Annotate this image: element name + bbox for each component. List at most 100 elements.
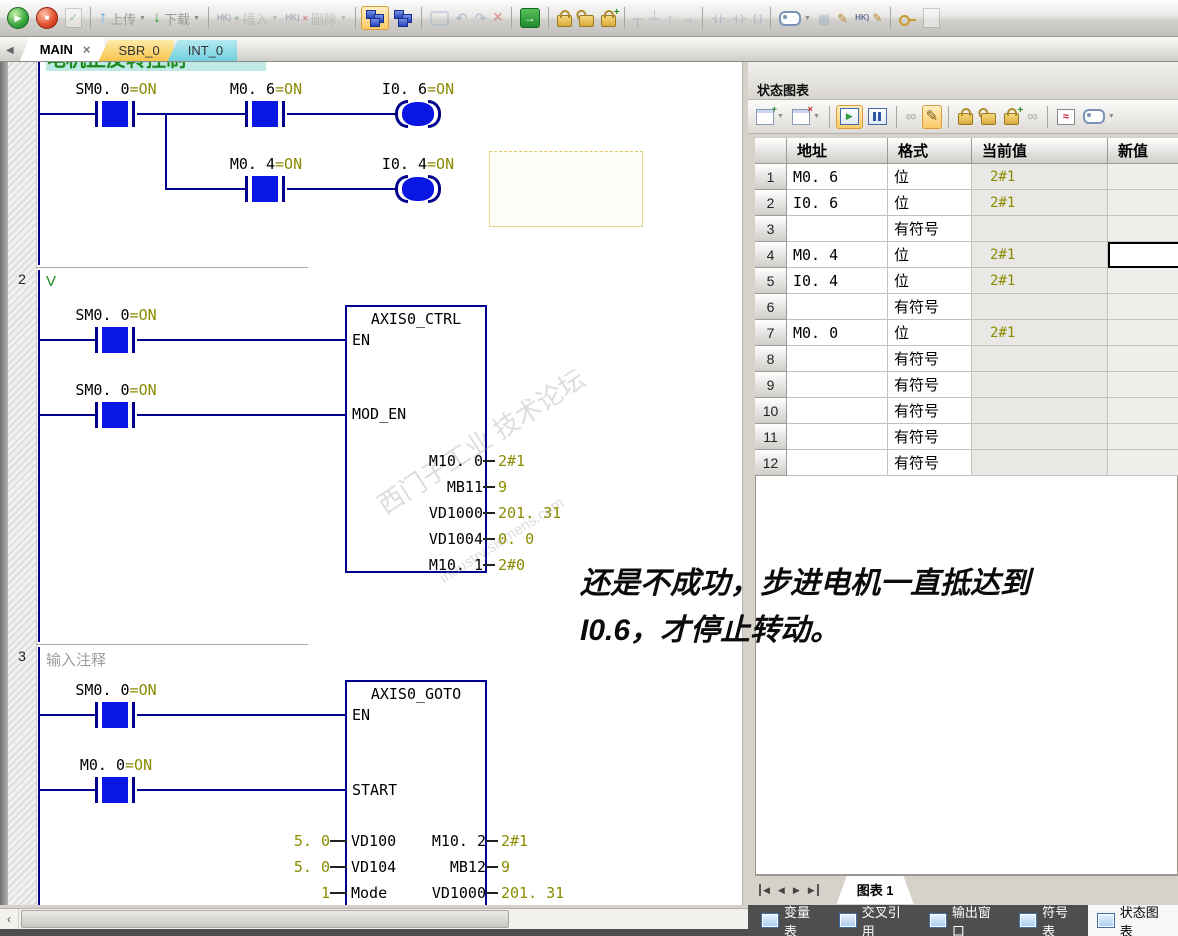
output-pin-name[interactable]: VD1004 [428,530,483,548]
row-number[interactable]: 2 [755,190,787,216]
address-cell[interactable] [787,294,888,320]
properties-button[interactable] [920,6,943,30]
dock-tab[interactable]: 符号表 [1010,905,1088,936]
address-cell[interactable]: M0. 4 [787,242,888,268]
download-button[interactable]: ↓ 下载 ▼ [150,6,203,30]
address-table-button[interactable]: ▦ [815,6,833,30]
col-current-value[interactable]: 当前值 [972,138,1108,164]
output-pin-name[interactable]: M10. 1 [428,556,483,574]
line-right-button[interactable]: → [677,6,697,30]
output-pin-name[interactable]: VD1000 [431,884,486,902]
output-pin-name[interactable]: VD1000 [428,504,483,522]
row-number[interactable]: 12 [755,450,787,476]
format-cell[interactable]: 有符号 [888,216,972,242]
insert-coil-button[interactable]: -( )- [729,6,750,30]
row-number[interactable]: 4 [755,242,787,268]
new-value-cell[interactable] [1108,190,1178,216]
row-number[interactable]: 5 [755,268,787,294]
read-forced-button[interactable]: ∞ [1024,105,1041,129]
new-value-cell[interactable] [1108,320,1178,346]
address-cell[interactable] [787,398,888,424]
address-cell[interactable] [787,346,888,372]
output-pin-name[interactable]: M10. 0 [428,452,483,470]
tab-scroll-left-icon[interactable]: ◀ [6,45,14,56]
format-cell[interactable]: 有符号 [888,424,972,450]
first-chart-button[interactable]: ◀ [759,884,770,896]
input-pin-name[interactable]: Mode [351,884,388,902]
contact-sm0-0[interactable] [95,327,137,353]
hk-edit-button[interactable]: HK) ✎ [852,6,885,30]
new-value-cell[interactable] [1108,372,1178,398]
col-address[interactable]: 地址 [787,138,888,164]
chart-status-toggle[interactable] [390,6,416,30]
contact-operand[interactable]: M0. 6=ON [229,80,303,98]
output-pin-name[interactable]: MB11 [446,478,483,496]
address-cell[interactable]: I0. 6 [787,190,888,216]
delete-button[interactable]: HK) × 删除 ▼ [282,6,349,30]
force-all-button[interactable] [598,6,620,30]
force-all-button[interactable] [1001,105,1023,129]
network3-comment[interactable]: 输入注释 [46,652,107,669]
next-chart-button[interactable]: ▶ [792,884,800,895]
addressing-button[interactable]: ▼ [776,6,814,30]
horizontal-scrollbar[interactable]: ‹ [0,908,748,929]
delete-row-button[interactable]: × ▼ [789,104,823,129]
col-format[interactable]: 格式 [888,138,972,164]
row-number[interactable]: 10 [755,398,787,424]
row-number[interactable]: 11 [755,424,787,450]
format-cell[interactable]: 有符号 [888,372,972,398]
tab-close-icon[interactable]: × [82,41,91,57]
contact-operand[interactable]: SM0. 0=ON [75,80,157,98]
run-mode-button[interactable]: → [517,6,543,30]
contact-sm0-0[interactable] [95,702,137,728]
vertical-splitter[interactable] [742,62,749,908]
row-number[interactable]: 8 [755,346,787,372]
row-number[interactable]: 1 [755,164,787,190]
pou-edit-button[interactable]: ✎ [834,6,851,30]
undo-button[interactable]: ↶ [453,6,471,30]
last-chart-button[interactable]: ▶ [808,884,819,896]
address-cell[interactable]: I0. 4 [787,268,888,294]
unforce-button[interactable] [978,105,999,129]
row-number[interactable]: 9 [755,372,787,398]
chart-status-run-button[interactable]: ▶ [835,104,863,129]
insert-branch-up-button[interactable]: ┴ [647,6,663,30]
contact-m0-6[interactable] [245,101,287,127]
new-value-cell[interactable] [1108,294,1178,320]
new-value-cell[interactable] [1108,216,1178,242]
contact-operand[interactable]: M0. 4=ON [229,155,303,173]
chart-tab-1[interactable]: 图表 1 [837,876,914,904]
dock-tab[interactable]: 状态图表 [1087,905,1178,936]
contact-sm0-0[interactable] [95,101,137,127]
addressing-button[interactable]: ▼ [1080,105,1118,129]
address-cell[interactable]: M0. 0 [787,320,888,346]
coil-operand[interactable]: I0. 6=ON [381,80,455,98]
output-pin-name[interactable]: MB12 [449,858,486,876]
format-cell[interactable]: 有符号 [888,346,972,372]
delete-object-button[interactable]: × [490,6,505,30]
contact-operand[interactable]: M0. 0=ON [79,756,153,774]
new-value-cell[interactable] [1108,268,1178,294]
run-button[interactable]: ▶ [4,6,32,30]
tab-main[interactable]: MAIN × [19,37,105,61]
insert-box-button[interactable]: [ ] [750,6,765,30]
insert-branch-down-button[interactable]: ┬ [630,6,646,30]
compile-button[interactable]: ✓ [62,6,85,30]
force-button[interactable] [554,6,575,30]
axis0-ctrl-block[interactable]: AXIS0_CTRL EN MOD_EN [345,305,487,573]
format-cell[interactable]: 位 [888,268,972,294]
contact-m0-4[interactable] [245,176,287,202]
address-cell[interactable] [787,216,888,242]
insert-contact-button[interactable]: -| |- [708,6,728,30]
tab-int0[interactable]: INT_0 [167,40,238,61]
dock-tab[interactable]: 交叉引用 [830,905,920,936]
stop-button[interactable]: ■ [33,6,61,30]
new-value-cell[interactable] [1108,398,1178,424]
new-object-button[interactable] [427,6,452,30]
format-cell[interactable]: 有符号 [888,398,972,424]
format-cell[interactable]: 有符号 [888,450,972,476]
new-value-cell[interactable] [1108,242,1178,268]
input-pin-name[interactable]: VD100 [351,832,397,850]
prev-chart-button[interactable]: ◀ [777,884,785,895]
format-cell[interactable]: 位 [888,190,972,216]
